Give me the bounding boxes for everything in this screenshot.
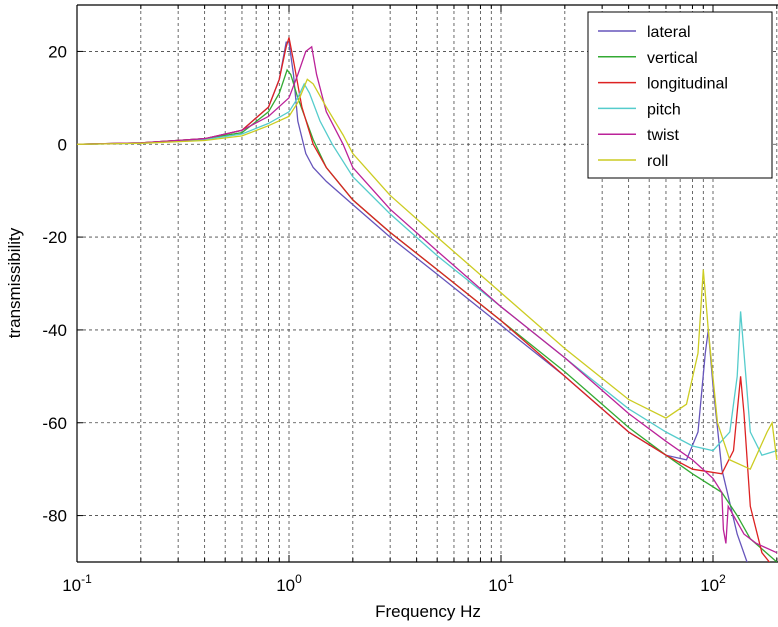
axes	[76, 4, 778, 563]
x-tick-label: 102	[700, 572, 726, 595]
y-tick-label: 0	[58, 135, 67, 154]
series-line-pitch	[77, 82, 777, 456]
legend-box	[587, 11, 773, 179]
x-tick-labels: 10-1 100 101 102	[62, 572, 726, 595]
legend-label-vertical: vertical	[647, 50, 698, 67]
y-tick-label: -80	[42, 507, 67, 526]
legend-label-twist: twist	[647, 127, 680, 144]
legend-label-roll: roll	[647, 153, 668, 170]
y-axis-label: transmissibility	[5, 227, 24, 338]
series-lines	[77, 37, 778, 562]
legend-label-lateral: lateral	[647, 24, 691, 41]
x-axis-label: Frequency Hz	[375, 602, 481, 621]
series-line-longitudinal	[77, 37, 771, 562]
legend-label-longitudinal: longitudinal	[647, 76, 728, 93]
series-line-twist	[77, 45, 778, 554]
x-tick-label: 100	[276, 572, 302, 595]
y-tick-label: -40	[42, 321, 67, 340]
y-tick-label: -60	[42, 414, 67, 433]
legend: lateral vertical longitudinal pitch twist rol…	[587, 11, 773, 179]
legend-label-pitch: pitch	[647, 101, 681, 118]
x-tick-label: 10-1	[62, 572, 92, 595]
series-line-roll	[77, 78, 778, 471]
y-tick-label: -20	[42, 228, 67, 247]
x-tick-label: 101	[488, 572, 514, 595]
y-tick-labels: 20 0 -20 -40 -60 -80	[42, 42, 67, 525]
y-tick-label: 20	[48, 42, 67, 61]
